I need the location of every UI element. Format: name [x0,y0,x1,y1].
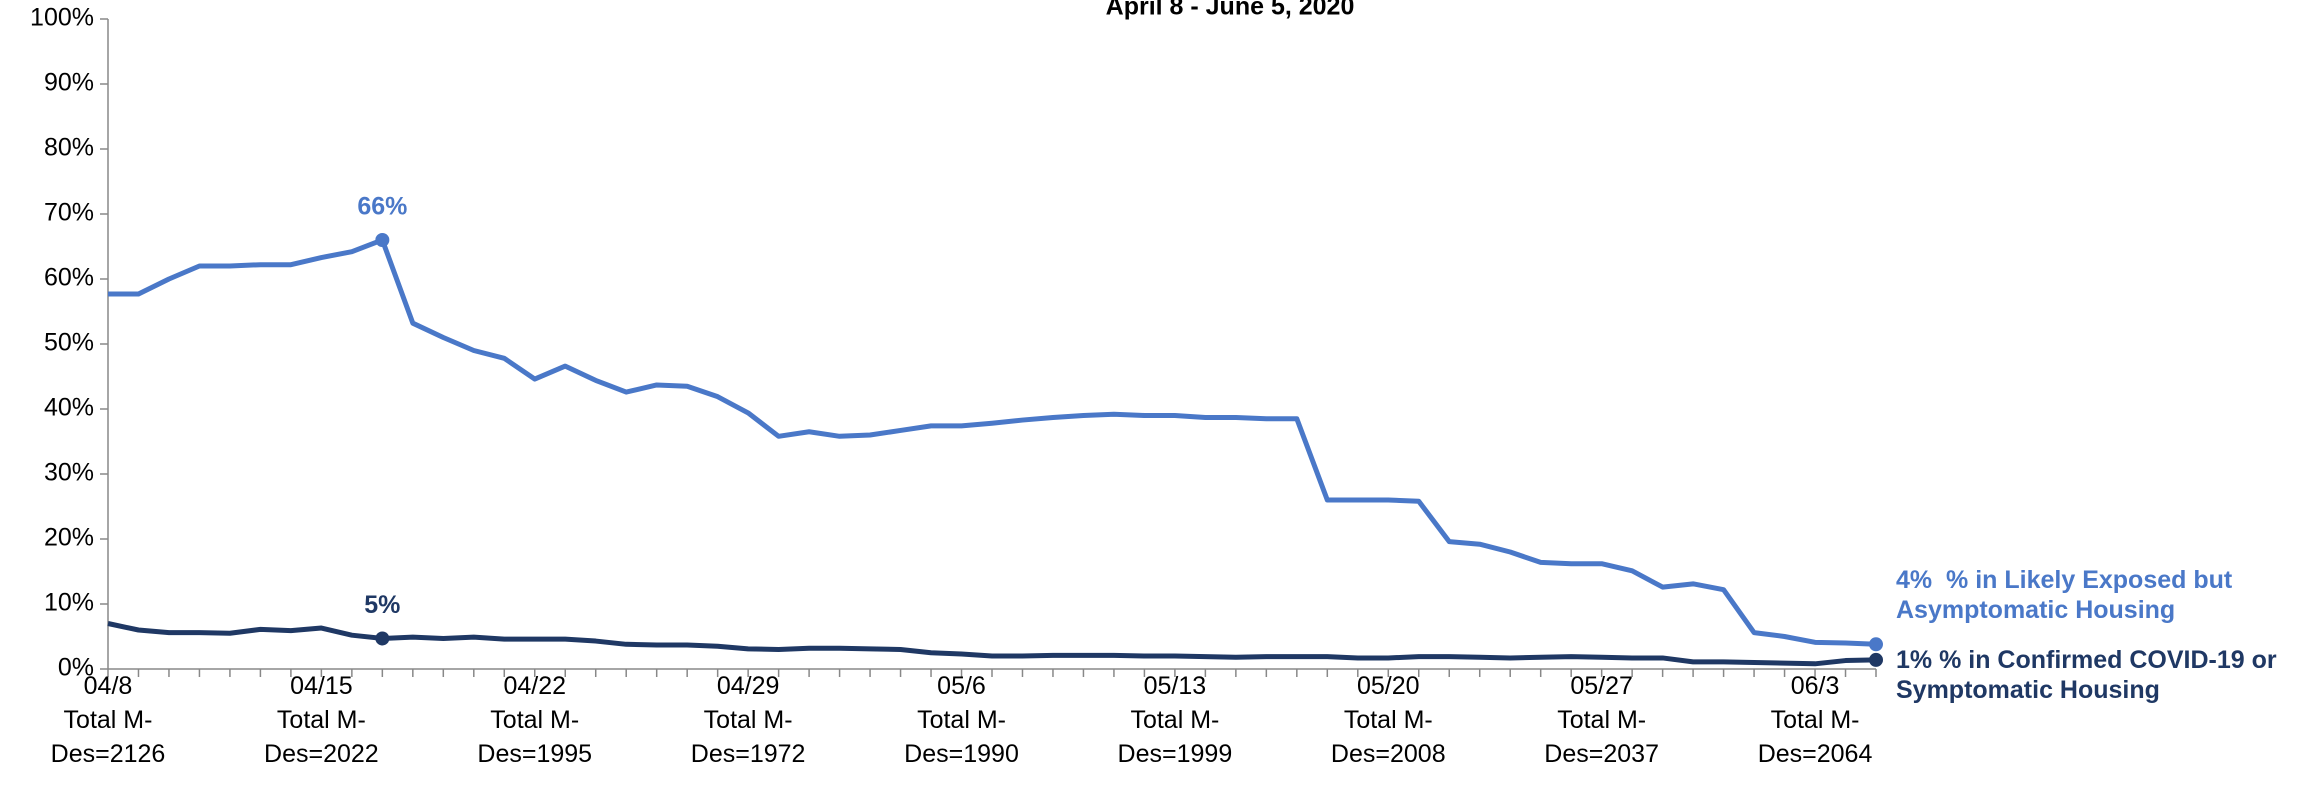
y-tick-label: 70% [44,199,94,227]
x-tick-label-line: Des=1990 [904,740,1019,768]
x-tick-label-line: Des=1999 [1118,740,1233,768]
x-tick-label-line: Total M- [64,706,153,734]
x-tick-label-line: Des=2022 [264,740,379,768]
end-value-label: 1% [1896,646,1933,674]
x-tick-label: 05/27 Total M- Des=2037 [1544,672,1659,768]
data-point [1869,637,1883,652]
x-tick-label-line: Total M- [277,706,366,734]
x-tick-label-line: 04/22 [503,672,566,700]
x-tick-label-line: 04/29 [717,672,780,700]
y-tick-label: 90% [44,69,94,97]
legend-label: % in Likely Exposed but Asymptomatic Hou… [1896,566,2233,624]
x-tick-label: 05/6 Total M- Des=1990 [904,672,1019,768]
x-tick-label-line: Des=2064 [1758,740,1873,768]
x-tick-label-line: Des=1972 [691,740,806,768]
y-tick-label: 30% [44,459,94,487]
data-point [1869,652,1883,667]
series-label: 4% % in Likely Exposed but Asymptomatic … [1896,565,2311,625]
y-tick-label: 50% [44,329,94,357]
x-tick-label: 04/15 Total M- Des=2022 [264,672,379,768]
x-tick-label: 06/3 Total M- Des=2064 [1758,672,1873,768]
x-tick-label: 04/29 Total M- Des=1972 [691,672,806,768]
x-tick-label-line: Total M- [490,706,579,734]
data-label: 66% [357,193,407,221]
x-tick-label-line: 05/6 [937,672,986,700]
y-tick-label: 80% [44,134,94,162]
y-tick-label: 10% [44,589,94,617]
legend-label: % in Confirmed COVID-19 or Symptomatic H… [1896,646,2277,704]
end-value-label: 4% [1896,566,1933,594]
y-tick-label: 0% [58,654,94,682]
x-tick-label-line: Des=2037 [1544,740,1659,768]
x-tick-label-line: Total M- [704,706,793,734]
x-tick-label: 05/20 Total M- Des=2008 [1331,672,1446,768]
chart-title: April 8 - June 5, 2020 [1106,0,1355,21]
x-tick-label-line: Des=2008 [1331,740,1446,768]
x-tick-label-line: Total M- [917,706,1006,734]
y-tick-label: 60% [44,264,94,292]
x-tick-label: 04/22 Total M- Des=1995 [477,672,592,768]
series-line [108,237,1877,647]
series-line [107,621,1877,667]
x-tick-label-line: 05/20 [1357,672,1420,700]
x-tick-label-line: Total M- [1344,706,1433,734]
x-tick-label-line: Des=1995 [477,740,592,768]
x-tick-label-line: 04/8 [84,672,133,700]
x-tick-label-line: 06/3 [1791,672,1840,700]
x-tick-label-line: 05/27 [1570,672,1633,700]
data-point [375,631,390,646]
data-point [375,233,390,247]
y-tick-label: 100% [30,4,94,32]
x-tick-label-line: Total M- [1771,706,1860,734]
x-tick-label-line: Total M- [1130,706,1219,734]
x-tick-label: 05/13 Total M- Des=1999 [1118,672,1233,768]
y-tick-label: 20% [44,524,94,552]
x-tick-label-line: 05/13 [1144,672,1207,700]
series-label: 1% % in Confirmed COVID-19 or Symptomati… [1896,645,2311,705]
y-tick-label: 40% [44,394,94,422]
x-tick-label: 04/8 Total M- Des=2126 [51,672,166,768]
x-tick-label-line: 04/15 [290,672,353,700]
x-tick-label-line: Des=2126 [51,740,166,768]
data-label: 5% [364,591,400,619]
x-tick-label-line: Total M- [1557,706,1646,734]
